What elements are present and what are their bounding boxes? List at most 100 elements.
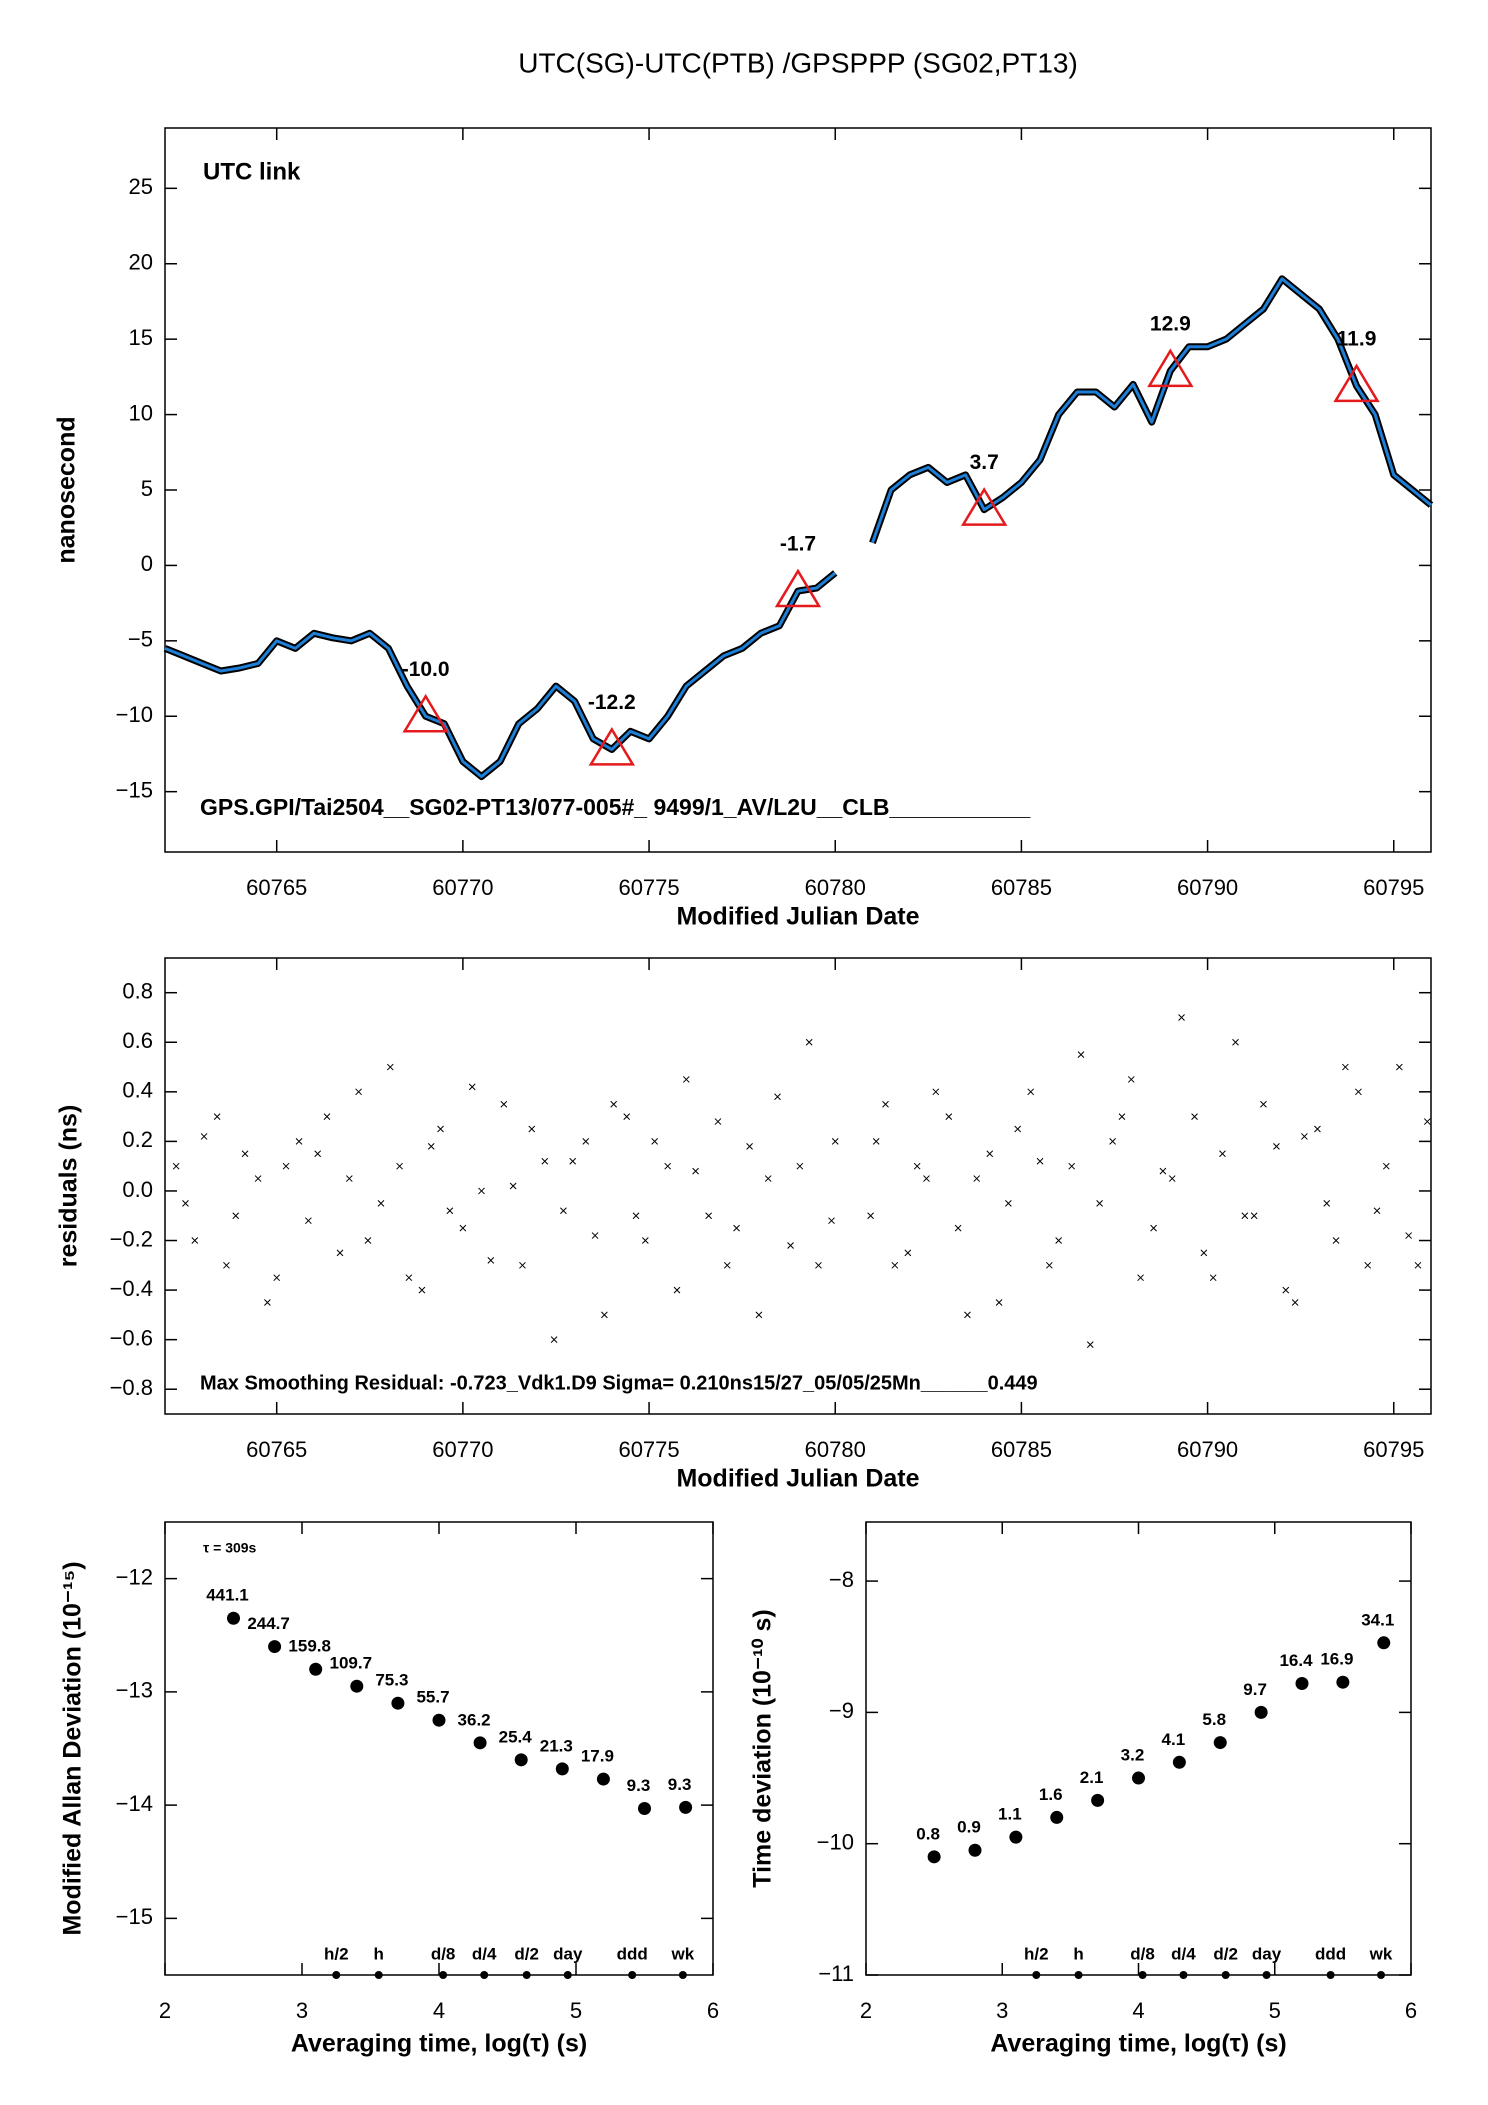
point-label: 75.3: [375, 1671, 408, 1690]
point: [673, 1286, 681, 1294]
point: [796, 1162, 804, 1170]
point: [682, 1076, 690, 1083]
time-marker: [678, 1971, 687, 1979]
time-marker-label: d/4: [1171, 1944, 1196, 1963]
point-label: 34.1: [1361, 1610, 1394, 1629]
time-marker-label: d/2: [514, 1944, 539, 1963]
point: [1209, 1274, 1217, 1282]
time-marker: [1262, 1971, 1271, 1979]
point: [774, 1093, 781, 1101]
point: [596, 1772, 610, 1786]
y-tick-label: 0.4: [122, 1078, 153, 1103]
y-axis-label: Modified Allan Deviation (10⁻¹⁵): [59, 1561, 87, 1935]
y-tick-label: 25: [129, 174, 153, 199]
point: [1096, 1199, 1103, 1207]
time-marker-label: d/2: [1213, 1944, 1238, 1963]
point: [309, 1662, 323, 1676]
point-label: 21.3: [540, 1736, 573, 1755]
point: [1414, 1261, 1422, 1269]
point: [264, 1299, 271, 1306]
point: [705, 1212, 712, 1220]
x-tick-label: 5: [1269, 1998, 1281, 2023]
point: [268, 1640, 282, 1654]
point: [1172, 1755, 1186, 1769]
point: [1086, 1341, 1094, 1348]
point: [459, 1224, 467, 1232]
point: [1178, 1014, 1185, 1021]
y-tick-label: −10: [116, 702, 153, 727]
point: [1005, 1199, 1012, 1207]
point-label: 55.7: [416, 1688, 449, 1707]
point: [305, 1217, 312, 1225]
point: [1364, 1261, 1372, 1269]
x-tick-label: 6: [1405, 1998, 1417, 2023]
point: [1314, 1125, 1321, 1133]
point: [973, 1175, 981, 1182]
y-tick-label: −0.8: [110, 1375, 153, 1400]
point: [1273, 1142, 1280, 1150]
line: [164, 277, 1432, 779]
point: [1377, 1636, 1391, 1650]
point: [1127, 1076, 1135, 1083]
time-marker-label: day: [553, 1944, 583, 1963]
point: [723, 1261, 731, 1269]
time-marker-label: h/2: [1024, 1944, 1049, 1963]
x-tick-label: 60775: [618, 1437, 679, 1462]
x-tick-label: 4: [433, 1998, 445, 2023]
point-label: 17.9: [581, 1747, 614, 1766]
y-tick-label: 10: [129, 400, 153, 425]
point-label: 9.3: [668, 1775, 692, 1794]
point: [986, 1150, 994, 1158]
point: [509, 1182, 517, 1190]
time-marker-label: day: [1252, 1944, 1282, 1963]
point: [968, 1843, 982, 1857]
point: [1091, 1793, 1105, 1807]
point: [805, 1038, 813, 1046]
time-marker: [1074, 1971, 1083, 1979]
point: [295, 1138, 303, 1145]
time-marker: [480, 1971, 489, 1979]
point: [733, 1224, 740, 1232]
line-halo: [163, 275, 1434, 781]
point: [1132, 1771, 1145, 1785]
point: [473, 1736, 487, 1750]
time-marker: [374, 1971, 383, 1979]
point: [1232, 1038, 1239, 1046]
point: [1014, 1125, 1022, 1133]
point: [418, 1286, 426, 1294]
point-label: 0.8: [916, 1824, 940, 1843]
point: [377, 1199, 385, 1207]
x-tick-label: 3: [296, 1998, 308, 2023]
point: [787, 1242, 794, 1249]
x-tick-label: 60790: [1177, 1437, 1238, 1462]
point-label: 4.1: [1162, 1730, 1186, 1749]
triangle-marker: [960, 487, 1008, 526]
point-label: 16.4: [1279, 1651, 1313, 1670]
point: [514, 1753, 528, 1767]
point: [632, 1212, 640, 1220]
point: [1260, 1100, 1267, 1108]
y-tick-label: −14: [116, 1791, 153, 1816]
plot-frame: [164, 127, 1432, 853]
point: [1295, 1677, 1309, 1691]
point-label: 5.8: [1202, 1710, 1226, 1729]
time-marker: [332, 1971, 341, 1979]
point: [1423, 1118, 1431, 1125]
time-marker-label: h: [374, 1944, 384, 1963]
plot-frame: [164, 957, 1432, 1415]
point: [591, 1232, 599, 1239]
point: [364, 1237, 372, 1244]
point-label: 9.7: [1243, 1680, 1267, 1699]
point: [1137, 1274, 1144, 1282]
point: [1405, 1232, 1413, 1239]
time-marker-label: h/2: [324, 1944, 349, 1963]
point: [172, 1162, 180, 1170]
point: [891, 1261, 899, 1269]
y-tick-label: 0.6: [122, 1028, 153, 1053]
time-marker: [1032, 1971, 1041, 1979]
point-label: 2.1: [1080, 1768, 1104, 1787]
x-tick-label: 60775: [618, 875, 679, 900]
y-tick-label: 0.0: [122, 1177, 153, 1202]
y-tick-label: 5: [141, 476, 153, 501]
